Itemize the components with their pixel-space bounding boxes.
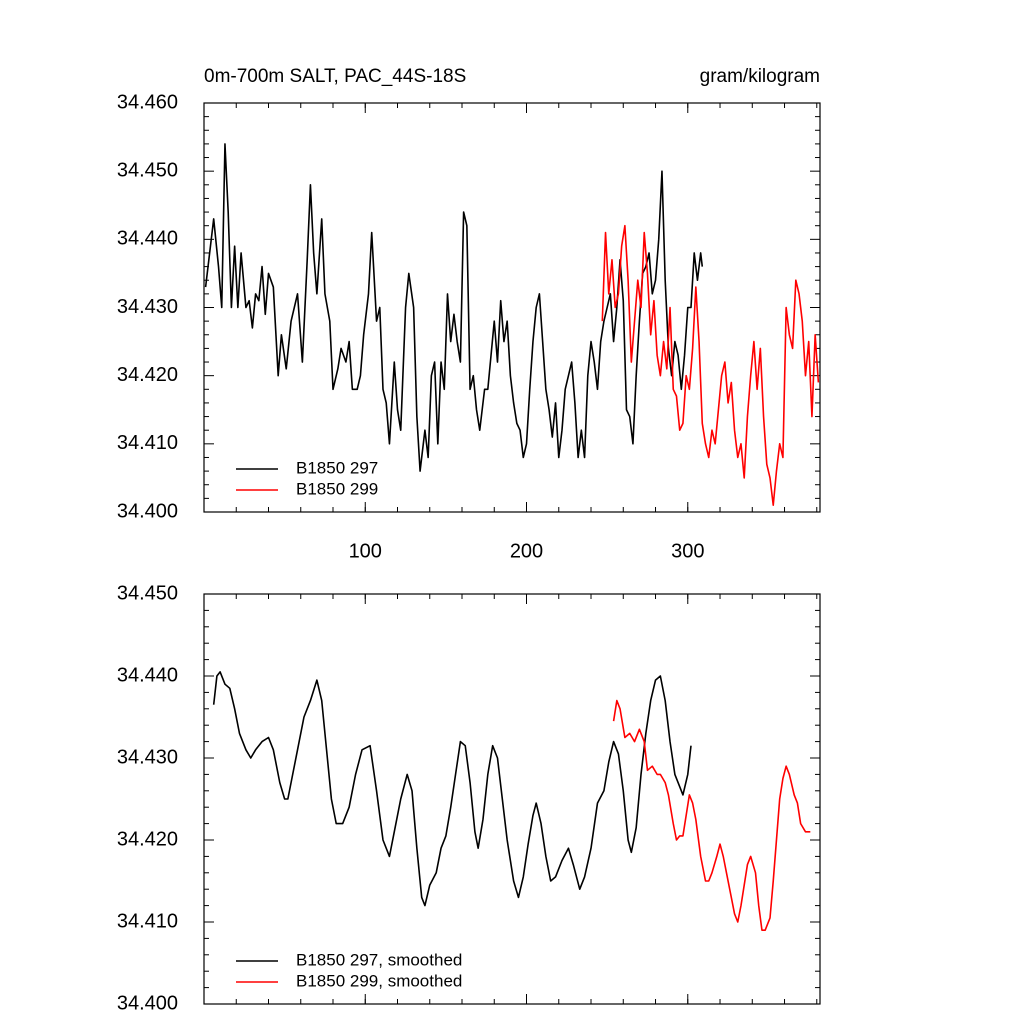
legend-label: B1850 297 xyxy=(296,458,378,477)
x-tick-label: 100 xyxy=(349,540,382,562)
y-tick-label: 34.430 xyxy=(117,746,178,768)
units-label: gram/kilogram xyxy=(700,66,820,87)
chart-title: 0m-700m SALT, PAC_44S-18S xyxy=(204,66,466,87)
plot-frame xyxy=(203,593,821,1005)
y-tick-label: 34.400 xyxy=(117,500,178,522)
plot-frame xyxy=(203,102,821,513)
y-tick-label: 34.410 xyxy=(117,432,178,454)
data-line xyxy=(212,671,692,907)
y-tick-label: 34.450 xyxy=(117,159,178,181)
legend-label: B1850 299, smoothed xyxy=(296,971,462,990)
y-tick-label: 34.420 xyxy=(117,828,178,850)
data-line xyxy=(204,143,704,472)
y-tick-label: 34.450 xyxy=(117,582,178,604)
data-line xyxy=(601,224,820,506)
y-tick-label: 34.430 xyxy=(117,296,178,318)
y-tick-label: 34.460 xyxy=(117,91,178,113)
y-tick-label: 34.410 xyxy=(117,910,178,932)
x-tick-label: 300 xyxy=(671,540,704,562)
y-tick-label: 34.440 xyxy=(117,664,178,686)
data-line xyxy=(612,699,811,931)
x-tick-label: 200 xyxy=(510,540,543,562)
legend-label: B1850 299 xyxy=(296,479,378,498)
y-tick-label: 34.400 xyxy=(117,992,178,1014)
legend-label: B1850 297, smoothed xyxy=(296,950,462,969)
y-tick-label: 34.420 xyxy=(117,364,178,386)
y-tick-label: 34.440 xyxy=(117,228,178,250)
